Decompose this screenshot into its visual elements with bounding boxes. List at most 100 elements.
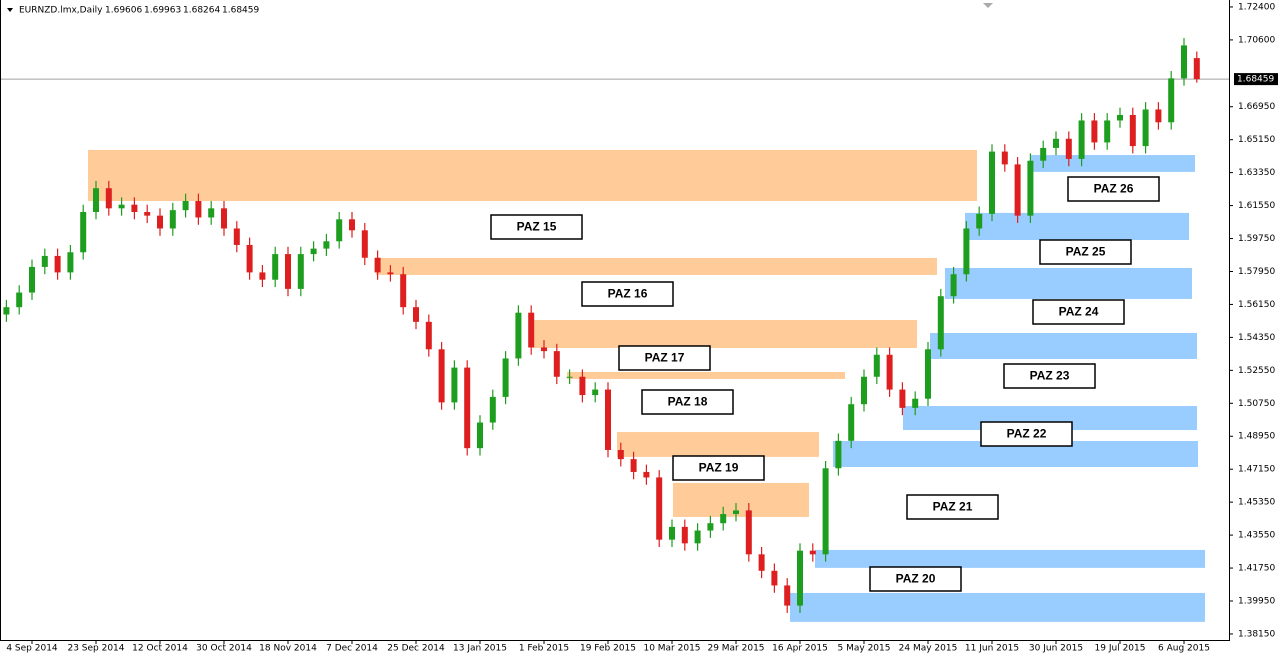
candle-body — [681, 526, 688, 544]
candle-body — [413, 307, 419, 322]
symbol-label: EURNZD.lmx,Daily — [19, 6, 103, 16]
zone — [88, 149, 977, 202]
candle-body — [425, 321, 432, 350]
y-tick-label: 1.54350 — [1238, 333, 1275, 343]
zone — [567, 371, 845, 379]
zone — [965, 212, 1189, 240]
price-label: 1.68459 — [1237, 75, 1274, 85]
annotation-box — [618, 345, 711, 371]
x-tick-label: 5 May 2015 — [838, 644, 891, 654]
annotation-label: PAZ 22 — [1007, 427, 1047, 441]
annotation-box — [980, 421, 1073, 447]
candle-body — [1142, 109, 1149, 147]
candle-body — [758, 554, 765, 571]
y-tick-label: 1.57950 — [1238, 267, 1275, 277]
candle-body — [989, 151, 995, 214]
y-tick-label: 1.66950 — [1238, 102, 1275, 112]
candle-body — [93, 188, 99, 212]
candle-body — [349, 219, 355, 231]
candle-body — [771, 570, 778, 586]
plot-area — [0, 38, 1229, 622]
header-low: 1.68264 — [183, 6, 220, 16]
y-tick-label: 1.47150 — [1238, 465, 1275, 475]
x-tick-label: 19 Jul 2015 — [1095, 644, 1146, 654]
header-close: 1.68459 — [222, 6, 259, 16]
candle-body — [272, 254, 279, 280]
candle-body — [1053, 138, 1059, 148]
candle-body — [1104, 120, 1111, 143]
x-tick-label: 13 Jan 2015 — [453, 644, 507, 654]
candle-body — [1040, 147, 1047, 161]
annotation-box — [672, 455, 765, 481]
annotation-box — [581, 281, 674, 307]
annotation-box — [490, 214, 583, 240]
y-tick-label: 1.41750 — [1238, 564, 1275, 574]
x-tick-label: 6 Aug 2015 — [1158, 644, 1210, 654]
x-tick-label: 24 May 2015 — [899, 644, 958, 654]
x-tick-label: 12 Oct 2014 — [132, 644, 188, 654]
x-tick-label: 25 Dec 2014 — [387, 644, 445, 654]
candle-body — [822, 468, 829, 555]
candle-body — [259, 272, 266, 280]
y-tick-label: 1.45350 — [1238, 498, 1275, 508]
candle-body — [1181, 45, 1187, 79]
y-tick-label: 1.61550 — [1238, 201, 1275, 211]
candle-body — [285, 254, 291, 289]
candle-body — [451, 367, 458, 403]
candle-body — [950, 274, 957, 297]
candle-body — [169, 210, 176, 229]
header-open: 1.69606 — [105, 6, 142, 16]
candle-body — [861, 376, 867, 405]
x-tick-label: 1 Feb 2015 — [519, 644, 569, 654]
annotation-label: PAZ 25 — [1066, 245, 1106, 259]
zone — [617, 432, 819, 457]
candle-body — [157, 215, 163, 229]
candle-body — [1168, 78, 1175, 123]
candle-body — [80, 211, 87, 253]
zone — [533, 320, 917, 349]
price-label-box — [1234, 73, 1278, 86]
candle-body — [835, 440, 842, 469]
annotation-label: PAZ 18 — [668, 395, 708, 409]
zone — [815, 549, 1205, 568]
candle-body — [374, 257, 381, 273]
candle-body — [579, 376, 586, 396]
candle-body — [41, 255, 48, 267]
x-tick-label: 10 Mar 2015 — [643, 644, 700, 654]
annotation-label: PAZ 17 — [645, 351, 685, 365]
candle-body — [29, 266, 35, 293]
candle-body — [976, 213, 983, 229]
annotation-label: PAZ 24 — [1059, 305, 1099, 319]
candle-body — [208, 208, 215, 218]
x-tick-label: 7 Dec 2014 — [326, 644, 378, 654]
candle-body — [489, 396, 496, 423]
candle-body — [361, 230, 368, 258]
x-tick-label: 23 Sep 2014 — [67, 644, 124, 654]
annotation-box — [641, 389, 734, 415]
candle-body — [873, 354, 880, 377]
y-tick-label: 1.65150 — [1238, 135, 1275, 145]
y-tick-label: 1.59750 — [1238, 234, 1275, 244]
zone — [903, 406, 1197, 431]
candle-body — [1155, 109, 1162, 123]
candle-body — [1129, 114, 1136, 147]
y-tick-label: 1.63350 — [1238, 168, 1275, 178]
annotation-label: PAZ 26 — [1094, 182, 1134, 196]
y-tick-label: 1.50750 — [1238, 399, 1275, 409]
candle-body — [1117, 114, 1123, 121]
candle-body — [246, 244, 253, 273]
candle-body — [400, 274, 407, 308]
candle-body — [221, 208, 227, 229]
candle-body — [848, 404, 855, 441]
zone — [790, 592, 1205, 622]
annotation-label: PAZ 23 — [1030, 369, 1070, 383]
candle-body — [720, 514, 727, 524]
candle-body — [502, 358, 509, 397]
candle-body — [297, 254, 304, 289]
header-high: 1.69963 — [144, 6, 181, 16]
zone — [930, 332, 1197, 359]
candle-body — [528, 312, 535, 348]
candle-body — [553, 351, 560, 377]
candle-body — [477, 422, 483, 449]
